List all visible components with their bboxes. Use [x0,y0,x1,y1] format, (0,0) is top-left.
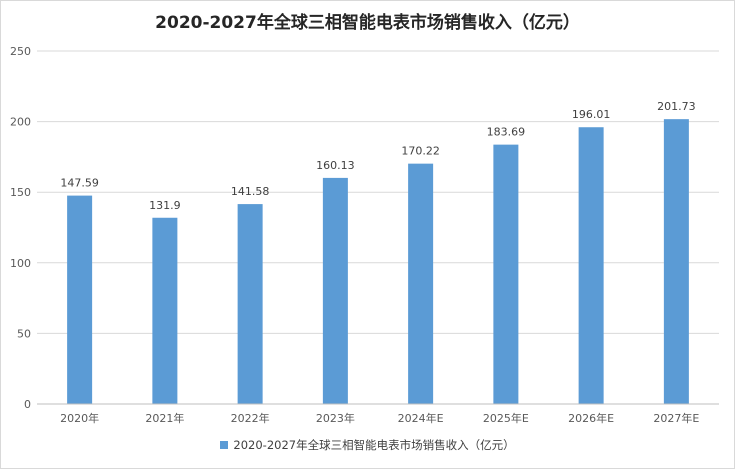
chart-title: 2020-2027年全球三相智能电表市场销售收入（亿元） [155,13,580,33]
y-tick-label: 0 [24,398,31,411]
y-tick-label: 250 [10,45,31,58]
x-tick-label: 2023年 [316,411,355,425]
data-label: 141.58 [231,185,270,198]
y-tick-label: 200 [10,116,31,129]
x-axis-ticks: 2020年 2021年 2022年 2023年 2024年E 2025年E 2026年E 20… [60,411,699,425]
data-label: 147.59 [60,177,99,190]
x-tick-label: 2026年E [568,411,614,425]
y-axis-ticks: 0 50 100 150 200 250 [10,45,31,411]
data-label: 131.9 [149,199,181,212]
x-tick-label: 2027年E [653,411,699,425]
data-label: 183.69 [487,126,526,139]
y-tick-label: 50 [17,327,31,340]
data-label: 201.73 [657,100,696,113]
data-label: 196.01 [572,108,611,121]
data-labels: 147.59 131.9 141.58 160.13 170.22 183.69 196.0… [60,100,695,212]
bar [322,177,348,404]
x-tick-label: 2025年E [483,411,529,425]
legend-swatch [220,441,229,449]
bar [408,163,434,404]
data-label: 170.22 [401,145,440,158]
bar [237,204,263,404]
x-tick-label: 2020年 [60,411,99,425]
data-label: 160.13 [316,159,355,172]
bar [493,144,519,405]
x-tick-label: 2022年 [231,411,270,425]
x-tick-label: 2021年 [145,411,184,425]
legend: 2020-2027年全球三相智能电表市场销售收入（亿元） [0,437,735,453]
gridlines [37,50,719,334]
bars [67,119,689,405]
bar [663,119,689,405]
bar [67,195,93,404]
bar [578,127,604,404]
bar [152,217,178,404]
legend-label: 2020-2027年全球三相智能电表市场销售收入（亿元） [233,438,515,452]
y-tick-label: 100 [10,257,31,270]
y-tick-label: 150 [10,186,31,199]
x-tick-label: 2024年E [398,411,444,425]
